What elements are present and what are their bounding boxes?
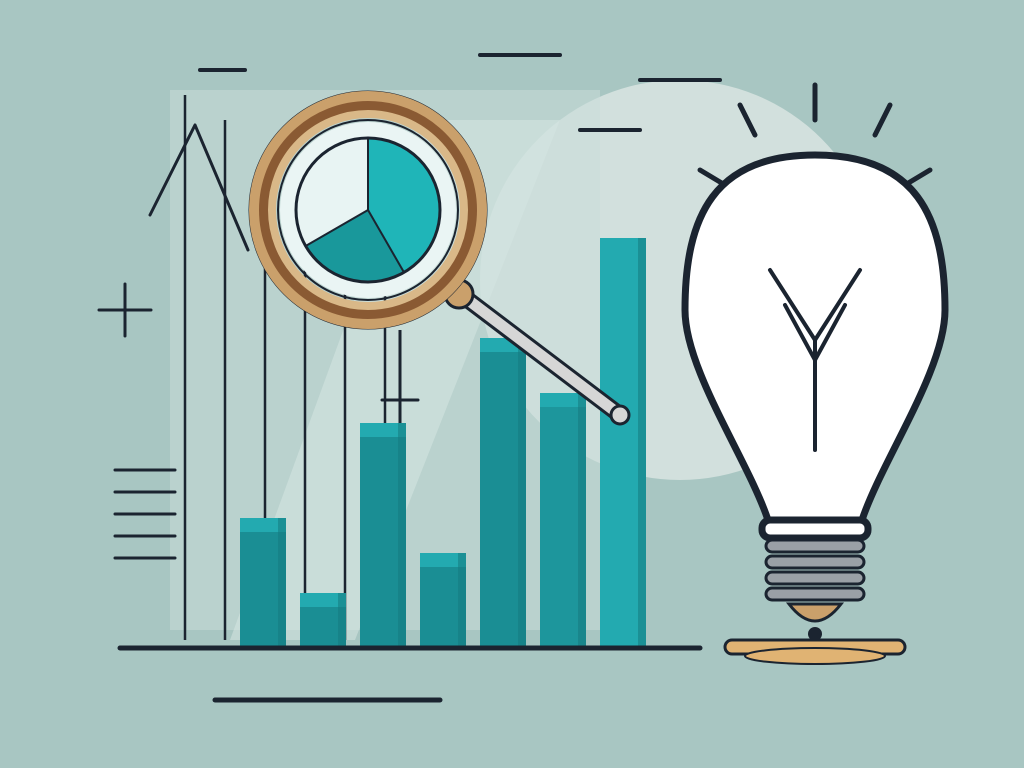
infographic-canvas bbox=[0, 0, 1024, 768]
pie-chart bbox=[296, 138, 440, 282]
magnifying-glass-icon bbox=[250, 92, 486, 328]
